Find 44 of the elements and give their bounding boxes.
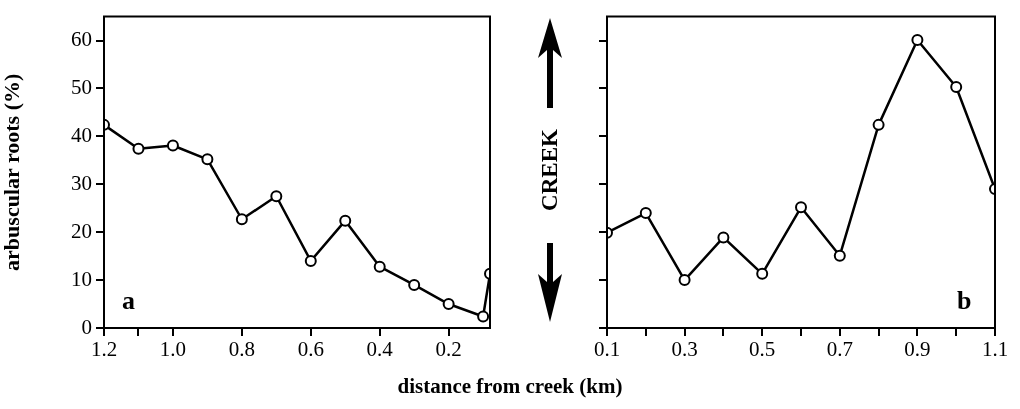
x-axis-title: distance from creek (km) xyxy=(396,374,624,399)
x-tick-label: 0.8 xyxy=(228,337,255,362)
point xyxy=(911,34,924,47)
y-tick-label: 10 xyxy=(71,266,92,291)
y-tick-label: 0 xyxy=(81,314,92,339)
x-tick-label: 0.7 xyxy=(826,337,853,362)
point xyxy=(639,207,652,220)
x-tick-label: 0.3 xyxy=(671,337,698,362)
point xyxy=(339,214,352,227)
point xyxy=(304,254,317,267)
text: 1.0 xyxy=(159,337,187,362)
point xyxy=(477,310,490,323)
point xyxy=(756,267,769,280)
point xyxy=(872,118,885,131)
point xyxy=(833,249,846,262)
point xyxy=(166,139,179,152)
x-tick-label: 1.1 xyxy=(981,337,1009,362)
x-tick-label: 0.1 xyxy=(593,337,621,362)
annotation: b xyxy=(957,286,972,316)
y-tick-label: 60 xyxy=(71,27,92,52)
y-axis-title: arbuscular roots (%) xyxy=(0,73,24,271)
point xyxy=(442,298,455,311)
x-tick-label: 0.2 xyxy=(435,337,462,362)
point xyxy=(270,190,283,203)
x-tick-label: 0.6 xyxy=(297,337,324,362)
point xyxy=(132,142,145,155)
point xyxy=(717,231,730,244)
point xyxy=(408,278,421,291)
y-tick-label: 40 xyxy=(71,122,92,147)
x-tick-label: 0.5 xyxy=(749,337,776,362)
point xyxy=(950,81,963,94)
y-tick-label: 30 xyxy=(71,170,92,195)
annotation: a xyxy=(122,286,135,316)
point xyxy=(795,201,807,214)
y-tick-label: 50 xyxy=(71,74,92,99)
x-tick-label: 0.4 xyxy=(366,337,394,362)
x-tick-label: 0.9 xyxy=(904,337,931,362)
point xyxy=(235,213,248,226)
x-tick-label: 1.2 xyxy=(90,337,118,362)
point xyxy=(678,274,691,287)
text: CREEK xyxy=(537,129,563,211)
y-tick-label: 20 xyxy=(71,218,92,243)
point xyxy=(373,260,386,273)
point xyxy=(201,153,214,166)
